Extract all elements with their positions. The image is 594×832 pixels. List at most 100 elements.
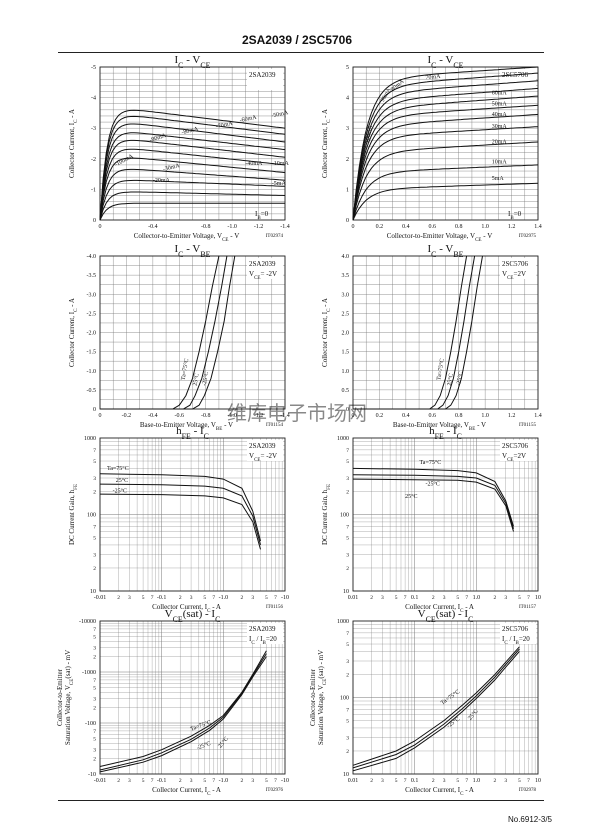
condition-label: VCE= -2V [249,270,277,281]
y-minor-label: 5 [93,634,96,640]
y-tick-label: 100 [340,513,349,519]
plot-frame [99,66,286,221]
y-tick-label: -1.0 [87,369,97,375]
y-minor-label: 3 [93,748,96,754]
y-minor-label: 2 [93,566,96,572]
x-minor-label: 2 [370,595,373,601]
y-tick-label: 1 [346,187,349,193]
y-tick-label: 4.0 [342,254,350,260]
series-label: -25°C [455,371,464,386]
series-label: -50mA [271,110,290,120]
y-minor-label: 5 [93,459,96,465]
x-minor-label: 2 [179,778,182,784]
x-minor-label: 7 [527,595,530,601]
series-label: 30mA [492,124,508,130]
series-label: Ta=75°C [435,358,446,381]
series-line [352,646,520,766]
footer-rule [58,800,544,801]
series-label: 50mA [492,101,508,107]
condition-label: IB=0 [255,210,269,221]
x-tick-label: -0.8 [201,224,211,230]
x-minor-label: 5 [456,595,459,601]
series-line [352,104,539,221]
series-line [352,651,520,772]
series-label: 100mA [365,124,374,143]
y-tick-label: 10 [343,589,349,595]
device-label: 2SC5706 [502,260,529,268]
x-minor-label: 5 [518,778,521,784]
x-tick-label: -1.2 [254,224,264,230]
grid [352,438,538,592]
y-axis-label: Collector-to-Emitter [309,668,317,726]
y-tick-label: 0 [346,407,349,413]
series-line [352,72,539,221]
y-minor-label: 7 [93,627,96,633]
y-axis-label: Collector-to-Emitter [56,668,64,726]
condition-label: VCE=2V [502,452,526,463]
y-tick-label: 3.5 [342,273,350,279]
series-line [99,493,261,550]
x-tick-label: 1.0 [481,413,489,419]
y-minor-label: 2 [346,566,349,572]
series-label: -60mA [239,114,258,124]
page-title: 2SA2039 / 2SC5706 [241,33,353,47]
y-minor-label: 3 [93,476,96,482]
series-line [99,202,285,221]
y-axis-label: Saturation Voltage, VCE(sat) - mV [64,650,75,745]
series-line [99,115,286,221]
x-minor-label: 5 [265,778,268,784]
x-minor-label: 3 [504,595,507,601]
series-label: 40mA [492,112,508,118]
y-minor-label: 2 [93,655,96,661]
series-label: Ta=75°C [180,358,191,381]
series-line [352,478,514,532]
series-label: Ta=75°C [107,465,129,472]
y-tick-label: -2 [91,157,96,163]
series-label: -25°C [426,480,440,487]
x-tick-label: 0.2 [376,224,384,230]
x-tick-label: -0.4 [148,224,158,230]
condition-label: IB=0 [508,210,522,221]
y-tick-label: 1000 [337,436,349,442]
x-tick-label: 0.6 [429,224,437,230]
x-tick-label: 0 [99,224,102,230]
y-tick-label: -10 [88,772,96,778]
x-tick-label: -0.6 [175,413,185,419]
x-minor-label: 7 [404,595,407,601]
x-minor-label: 7 [274,778,277,784]
y-minor-label: 7 [346,631,349,637]
y-minor-label: 5 [93,536,96,542]
x-minor-label: 2 [241,778,244,784]
device-label: 2SA2039 [249,260,276,268]
y-tick-label: 1000 [84,436,96,442]
series-label: -30mA [162,163,181,173]
series-label: 25°C [217,736,230,750]
y-minor-label: 5 [346,719,349,725]
series-group [353,255,483,410]
series-line [352,141,539,221]
y-tick-label: 1.5 [342,350,350,356]
x-minor-label: 2 [117,778,120,784]
series-line [352,66,539,221]
series-line [100,255,228,410]
x-minor-label: 3 [443,778,446,784]
series-line [352,126,539,221]
x-minor-label: 5 [456,778,459,784]
chart-title: IC - VBE [175,243,211,259]
x-tick-label: -0.01 [94,595,107,601]
y-minor-label: 2 [93,757,96,763]
chart-ic-vce-2sa2039: IC - VCE 2SA2039 IB=0 0 -0.4 -0.8 -1.0 -1.2 -1.4… [68,54,290,243]
figure-code: IT01154 [266,423,284,428]
series-label: 25°C [192,373,201,386]
series-label: 20mA [492,140,508,146]
device-label: 2SC5706 [502,442,529,450]
series-label: -10mA [272,161,290,167]
series-label: 60mA [492,91,508,97]
series-group [352,66,539,221]
series-line [353,255,483,410]
series-label: -5mA [272,181,287,187]
x-minor-label: 5 [395,778,398,784]
x-axis-label: Collector Current, IC - A [152,786,221,797]
